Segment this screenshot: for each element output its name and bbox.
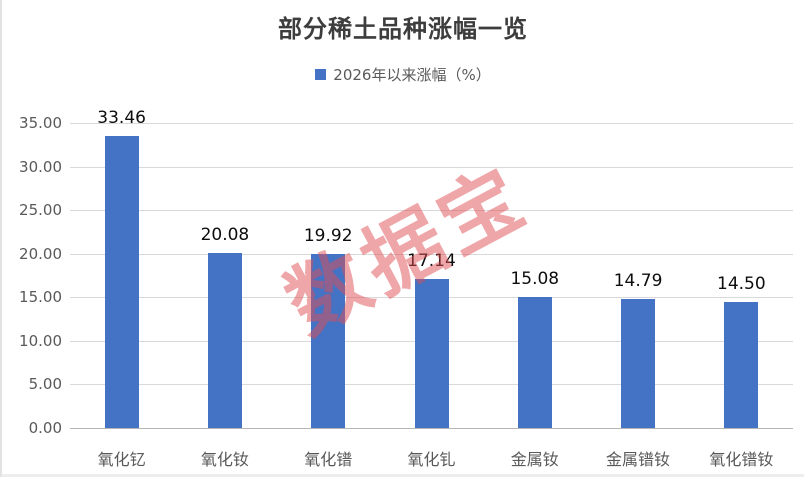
bar-氧化钆 [414,278,449,428]
y-tick-label: 20.00 [19,244,62,263]
x-category-label: 氧化镨钕 [709,450,774,469]
y-tick-label: 35.00 [19,114,62,132]
data-label: 14.79 [613,271,663,292]
bottom-edge-divider [2,474,804,477]
gridline [70,166,793,168]
x-category-label: 金属钕 [510,450,559,469]
bar-氧化钕 [207,253,242,428]
y-tick-label: 15.00 [19,288,62,307]
data-label: 33.46 [97,108,146,129]
y-tick-label: 25.00 [19,201,62,220]
gridline [70,253,793,255]
gridline [70,123,793,124]
legend-label: 2026年以来涨幅（%） [333,66,491,84]
data-label: 20.08 [200,225,250,246]
data-label: 15.08 [510,268,560,289]
data-label: 17.14 [407,250,456,271]
bar-金属镨钕 [621,299,656,428]
x-category-label: 氧化钆 [407,450,456,469]
chart-title: 部分稀土品种涨幅一览 [278,15,528,43]
data-label: 14.50 [717,273,766,294]
x-category-label: 氧化钇 [97,450,146,469]
bar-氧化镨钕 [724,301,759,428]
x-axis-line [70,428,793,429]
x-category-label: 金属镨钕 [606,450,671,469]
bar-氧化钇 [104,136,139,428]
data-label: 19.92 [303,226,353,247]
bar-氧化镨 [311,254,346,428]
y-tick-label: 0.00 [28,419,62,437]
bar-金属钕 [517,296,552,428]
y-tick-label: 30.00 [19,157,62,176]
y-tick-label: 5.00 [28,375,62,394]
x-category-label: 氧化镨 [304,450,353,469]
legend: 2026年以来涨幅（%） [2,64,804,85]
y-tick-label: 10.00 [19,331,62,350]
gridline [70,210,793,212]
x-category-label: 氧化钕 [200,450,249,469]
plot-area: 33.46 20.08 19.92 17.14 15.08 14.79 14.50 [70,108,793,429]
legend-swatch-icon [315,69,327,80]
